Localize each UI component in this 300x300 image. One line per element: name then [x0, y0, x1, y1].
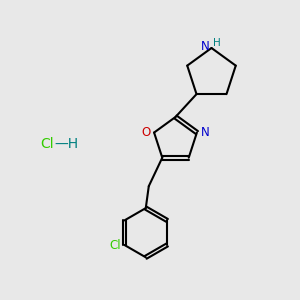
Text: O: O	[141, 126, 151, 139]
Text: N: N	[201, 40, 209, 53]
Text: N: N	[200, 126, 209, 139]
Text: —H: —H	[54, 137, 78, 151]
Text: H: H	[213, 38, 221, 48]
Text: Cl: Cl	[109, 239, 121, 252]
Text: Cl: Cl	[40, 137, 54, 151]
